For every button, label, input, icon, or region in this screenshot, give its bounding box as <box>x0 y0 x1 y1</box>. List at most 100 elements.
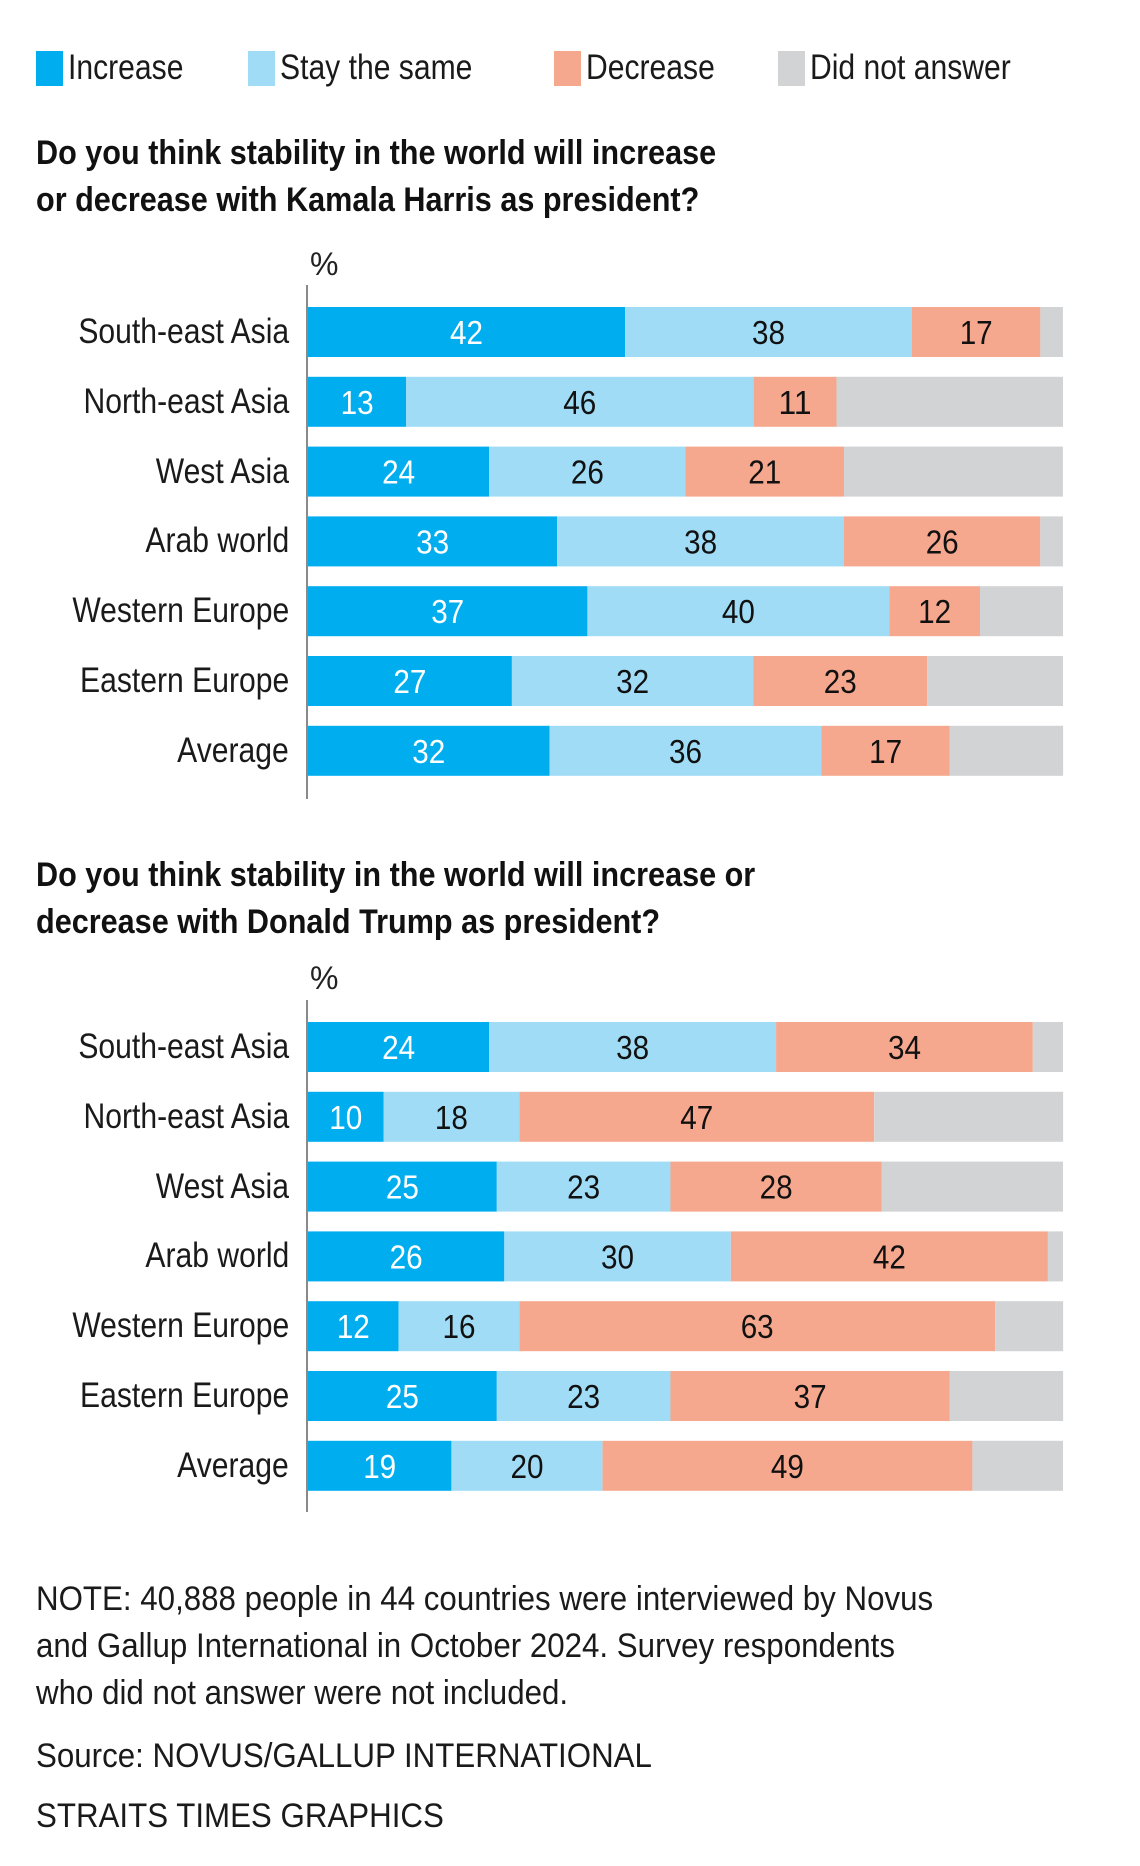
category-label-arab-world: Arab world <box>122 1231 289 1281</box>
bar-segment-stay-the-same-western-europe <box>398 1301 520 1352</box>
bar-segment-decrease-west-asia <box>685 446 844 497</box>
bar-segment-did-not-answer-arab-world <box>1040 516 1063 567</box>
data-label-decrease-western-europe: 12 <box>918 593 951 630</box>
category-label-text: Western Europe <box>72 591 289 631</box>
note-line: who did not answer were not included. <box>36 1674 569 1712</box>
bar-segment-did-not-answer-eastern-europe <box>927 656 1063 706</box>
bar-segment-did-not-answer-west-asia <box>881 1161 1063 1212</box>
bar-segment-did-not-answer-west-asia <box>844 446 1063 497</box>
category-label-eastern-europe: Eastern Europe <box>46 1371 289 1421</box>
bar-segment-increase-arab-world <box>308 516 558 567</box>
bar-segment-decrease-north-east-asia <box>519 1091 875 1142</box>
data-label-decrease-western-europe: 63 <box>741 1308 774 1345</box>
category-label-text: Average <box>177 1445 289 1485</box>
bar-segment-did-not-answer-north-east-asia <box>836 376 1063 427</box>
bar-segment-decrease-west-asia <box>670 1161 882 1212</box>
data-label-stay-the-same-average: 36 <box>669 733 702 770</box>
data-label-increase-west-asia: 24 <box>382 454 415 491</box>
legend-swatch-increase <box>36 50 63 86</box>
chart-title-line: or decrease with Kamala Harris as presid… <box>36 181 700 219</box>
category-label-text: Arab world <box>145 1236 289 1276</box>
category-label-arab-world: Arab world <box>122 516 289 566</box>
category-label-north-east-asia: North-east Asia <box>50 1092 289 1142</box>
bar-segment-increase-eastern-europe <box>308 656 512 706</box>
footnote: NOTE: 40,888 people in 44 countries were… <box>36 1576 1011 1717</box>
note-line: NOTE: 40,888 people in 44 countries were… <box>36 1580 934 1618</box>
bar-segment-did-not-answer-western-europe <box>995 1301 1064 1352</box>
bar-segment-stay-the-same-south-east-asia <box>489 1022 777 1072</box>
bar-segment-stay-the-same-arab-world <box>504 1231 731 1282</box>
data-label-increase-north-east-asia: 13 <box>341 384 374 421</box>
data-label-increase-west-asia: 25 <box>386 1169 419 1206</box>
data-label-stay-the-same-arab-world: 38 <box>684 523 717 560</box>
bar-segment-stay-the-same-western-europe <box>587 586 890 637</box>
chart-title-trump: Do you think stability in the world will… <box>36 852 835 946</box>
bar-segment-stay-the-same-west-asia <box>489 446 686 497</box>
bar-segment-increase-north-east-asia <box>308 376 407 427</box>
note-line: and Gallup International in October 2024… <box>36 1627 896 1665</box>
data-label-increase-arab-world: 26 <box>390 1238 423 1275</box>
bar-segment-stay-the-same-north-east-asia <box>406 376 754 427</box>
data-label-decrease-west-asia: 21 <box>748 454 781 491</box>
unit-label: % <box>310 246 339 282</box>
bar-segment-increase-western-europe <box>308 586 588 637</box>
bar-segment-did-not-answer-north-east-asia <box>874 1091 1064 1142</box>
category-label-south-east-asia: South-east Asia <box>44 1022 289 1072</box>
data-label-stay-the-same-west-asia: 26 <box>571 454 604 491</box>
bar-segment-stay-the-same-average <box>451 1440 603 1491</box>
bar-segment-did-not-answer-average <box>972 1440 1063 1491</box>
category-label-text: Eastern Europe <box>79 1376 289 1415</box>
category-label-western-europe: Western Europe <box>37 586 289 636</box>
legend-item-decrease: Decrease <box>554 50 736 86</box>
data-label-stay-the-same-eastern-europe: 23 <box>567 1378 600 1415</box>
data-label-increase-eastern-europe: 27 <box>393 663 426 700</box>
data-label-decrease-eastern-europe: 23 <box>824 663 857 700</box>
legend-label: Decrease <box>586 48 715 87</box>
bar-segment-decrease-average <box>821 725 950 776</box>
legend-swatch-did-not-answer <box>778 50 805 86</box>
category-label-text: Arab world <box>145 521 289 561</box>
bar-segment-increase-north-east-asia <box>308 1091 384 1142</box>
data-label-stay-the-same-western-europe: 16 <box>443 1308 476 1345</box>
data-label-decrease-arab-world: 42 <box>873 1238 906 1275</box>
y-axis-line <box>306 285 308 799</box>
data-label-stay-the-same-eastern-europe: 32 <box>616 663 649 700</box>
category-label-south-east-asia: South-east Asia <box>44 307 289 357</box>
data-label-increase-average: 32 <box>412 733 445 770</box>
chart-title-line: Do you think stability in the world will… <box>36 134 717 172</box>
legend-item-increase: Increase <box>36 50 202 86</box>
bar-segment-increase-western-europe <box>308 1301 399 1352</box>
data-label-stay-the-same-western-europe: 40 <box>722 593 755 630</box>
category-label-average: Average <box>159 1441 289 1491</box>
data-label-increase-western-europe: 37 <box>431 593 464 630</box>
data-label-increase-eastern-europe: 25 <box>386 1378 419 1415</box>
legend-item-did-not-answer: Did not answer <box>778 50 1043 86</box>
data-label-decrease-average: 49 <box>771 1448 804 1485</box>
category-label-north-east-asia: North-east Asia <box>50 377 289 427</box>
bar-segment-increase-average <box>308 725 550 776</box>
data-label-increase-arab-world: 33 <box>416 523 449 560</box>
legend-swatch-stay-same <box>248 50 275 86</box>
chart-title-line: Do you think stability in the world will… <box>36 856 756 894</box>
bar-segment-decrease-western-europe <box>889 586 980 637</box>
bar-segment-decrease-eastern-europe <box>753 656 928 706</box>
data-label-decrease-north-east-asia: 11 <box>779 384 812 421</box>
bar-segment-increase-arab-world <box>308 1231 505 1282</box>
bar-segment-did-not-answer-south-east-asia <box>1032 1022 1063 1072</box>
legend-label: Increase <box>68 48 184 87</box>
y-axis-line <box>306 1000 308 1512</box>
data-label-stay-the-same-south-east-asia: 38 <box>616 1029 649 1066</box>
bar-segment-increase-average <box>308 1440 452 1491</box>
chart-title-harris: Do you think stability in the world will… <box>36 130 792 224</box>
bar-segment-did-not-answer-arab-world <box>1047 1231 1063 1282</box>
graphics-credit: STRAITS TIMES GRAPHICS <box>36 1793 479 1840</box>
bar-segment-decrease-average <box>602 1440 973 1491</box>
bar-segment-increase-west-asia <box>308 1161 497 1212</box>
category-label-text: North-east Asia <box>83 1096 289 1136</box>
data-label-increase-north-east-asia: 10 <box>329 1099 362 1136</box>
category-label-average: Average <box>159 726 289 776</box>
bar-segment-did-not-answer-eastern-europe <box>949 1371 1064 1421</box>
bar-segment-stay-the-same-arab-world <box>557 516 844 567</box>
data-label-stay-the-same-arab-world: 30 <box>601 1238 634 1275</box>
bar-segment-stay-the-same-average <box>549 725 822 776</box>
